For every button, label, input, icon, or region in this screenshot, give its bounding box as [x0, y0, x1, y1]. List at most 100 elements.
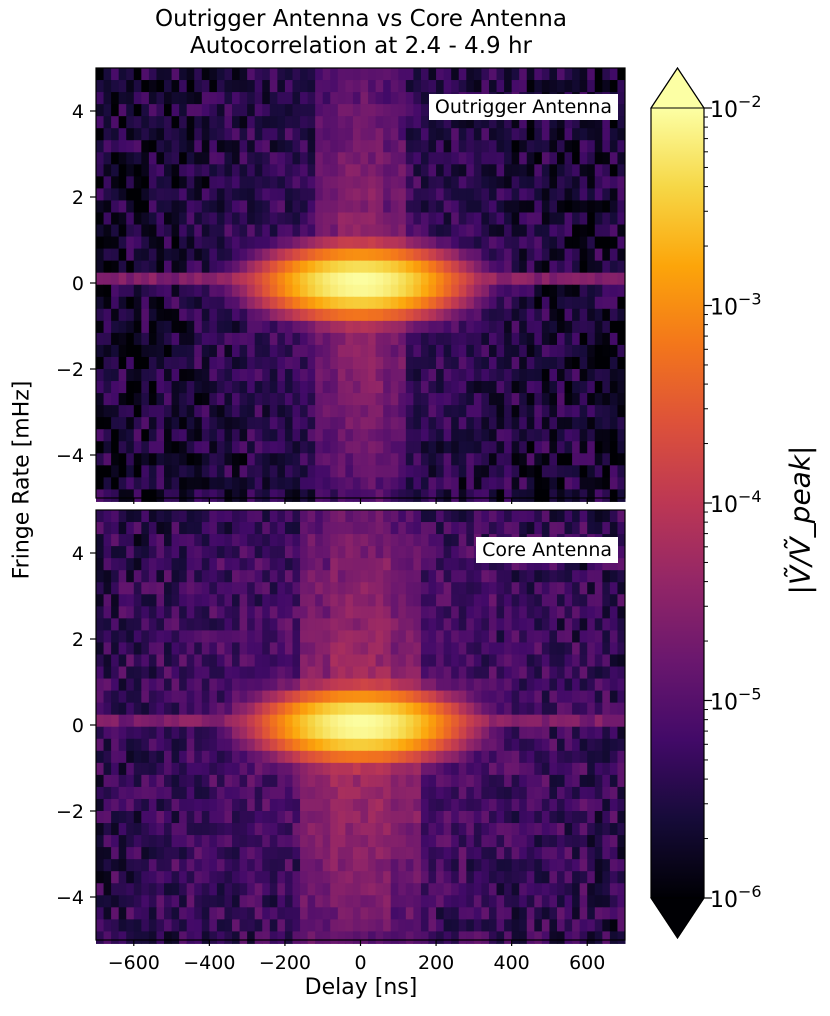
heatmap-cell [405, 188, 414, 201]
heatmap-cell [375, 919, 384, 932]
heatmap-cell [488, 284, 498, 298]
heatmap-cell [541, 128, 550, 141]
heatmap-cell [572, 859, 581, 872]
heatmap-cell [428, 726, 437, 740]
heatmap-cell [526, 80, 535, 93]
heatmap-cell [564, 750, 573, 764]
heatmap-cell [466, 164, 475, 177]
heatmap-cell [556, 188, 566, 201]
heatmap-cell [118, 80, 127, 93]
heatmap-cell [254, 128, 263, 141]
heatmap-cell [330, 152, 339, 165]
heatmap-cell [579, 260, 588, 274]
heatmap-cell [594, 284, 603, 298]
heatmap-cell [405, 594, 414, 607]
heatmap-cell [466, 847, 475, 860]
heatmap-cell [564, 320, 573, 334]
heatmap-cell [232, 152, 241, 165]
heatmap-cell [466, 702, 475, 716]
heatmap-cell [239, 774, 248, 788]
heatmap-cell [179, 774, 188, 788]
heatmap-cell [534, 369, 543, 382]
heatmap-cell [194, 534, 203, 547]
heatmap-cell [451, 883, 460, 896]
heatmap-cell [481, 762, 490, 776]
heatmap-cell [216, 332, 225, 346]
heatmap-cell [602, 477, 611, 490]
heatmap-cell [458, 786, 467, 800]
heatmap-cell [420, 546, 430, 559]
heatmap-cell [428, 441, 437, 454]
heatmap-cell [436, 308, 445, 322]
heatmap-cell [428, 871, 437, 884]
heatmap-cell [556, 606, 566, 619]
heatmap-cell [164, 654, 173, 668]
heatmap-cell [156, 714, 165, 728]
heatmap-cell [420, 200, 430, 213]
heatmap-cell [216, 477, 225, 490]
heatmap-cell [345, 847, 354, 860]
heatmap-cell [549, 308, 558, 322]
heatmap-cell [103, 369, 112, 382]
heatmap-cell [201, 847, 210, 860]
heatmap-cell [541, 726, 550, 740]
heatmap-cell [526, 907, 535, 920]
heatmap-cell [164, 726, 173, 740]
heatmap-cell [428, 188, 437, 201]
heatmap-cell [148, 919, 157, 932]
heatmap-cell [594, 164, 603, 177]
heatmap-cell [103, 393, 112, 406]
heatmap-cell [148, 798, 157, 812]
heatmap-cell [186, 272, 195, 286]
heatmap-cell [549, 152, 558, 165]
heatmap-cell [534, 919, 543, 932]
heatmap-cell [428, 702, 437, 716]
heatmap-cell [186, 654, 195, 668]
heatmap-cell [345, 811, 354, 824]
heatmap-cell [534, 260, 543, 274]
heatmap-cell [284, 871, 293, 884]
heatmap-cell [466, 176, 475, 189]
heatmap-cell [232, 895, 241, 908]
heatmap-cell [458, 582, 467, 595]
heatmap-cell [420, 405, 430, 418]
heatmap-cell [307, 260, 316, 274]
heatmap-cell [405, 260, 414, 274]
heatmap-cell [254, 835, 263, 848]
heatmap-cell [617, 811, 626, 824]
heatmap-cell [443, 738, 452, 752]
heatmap-cell [209, 369, 218, 382]
heatmap-cell [232, 176, 241, 189]
heatmap-cell [572, 272, 581, 286]
heatmap-cell [209, 248, 218, 262]
heatmap-cell [405, 895, 414, 908]
heatmap-cell [126, 212, 135, 226]
heatmap-cell [390, 272, 399, 286]
heatmap-cell [307, 726, 316, 740]
heatmap-cell [541, 344, 550, 358]
heatmap-cell [383, 80, 392, 93]
heatmap-cell [96, 642, 105, 655]
heatmap-cell [352, 690, 361, 704]
heatmap-cell [496, 654, 505, 668]
heatmap-cell [443, 522, 452, 535]
heatmap-cell [111, 296, 120, 310]
heatmap-cell [96, 332, 105, 346]
heatmap-cell [307, 453, 316, 466]
heatmap-cell [511, 489, 520, 502]
heatmap-cell [133, 140, 142, 153]
heatmap-cell [375, 714, 384, 728]
heatmap-cell [451, 284, 460, 298]
heatmap-cell [96, 128, 105, 141]
heatmap-cell [315, 907, 324, 920]
heatmap-cell [103, 690, 112, 704]
heatmap-cell [300, 236, 309, 250]
heatmap-cell [609, 859, 618, 872]
heatmap-cell [96, 823, 105, 836]
heatmap-cell [443, 332, 452, 346]
heatmap-cell [420, 919, 430, 932]
heatmap-cell [254, 164, 263, 177]
heatmap-cell [443, 176, 452, 189]
heatmap-cell [398, 356, 407, 370]
heatmap-cell [254, 260, 263, 274]
